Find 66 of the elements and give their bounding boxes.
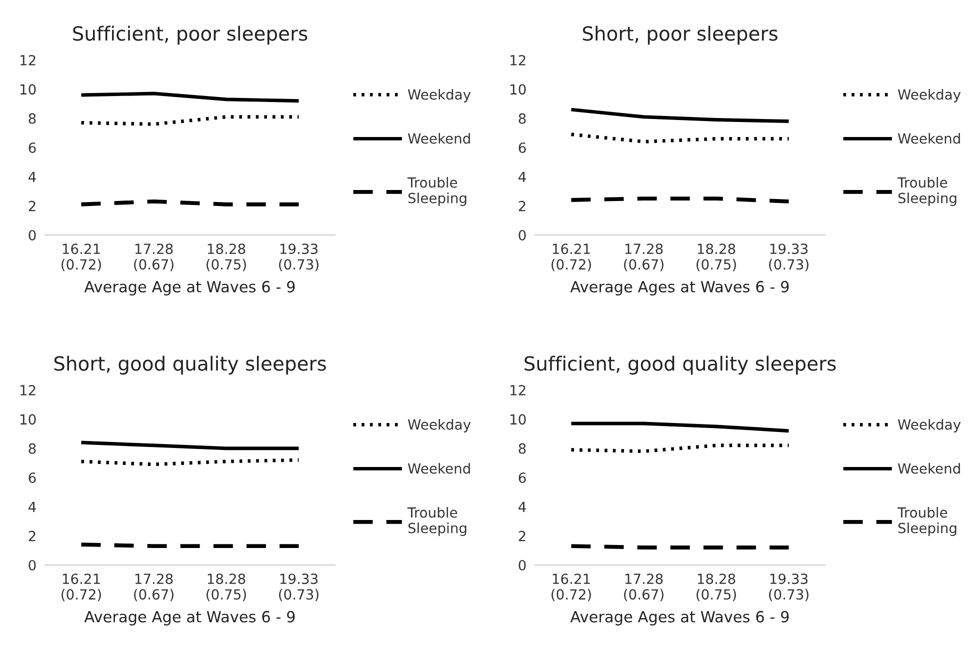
x-tick-label: 16.21 (0.72) <box>552 244 591 272</box>
legend-label: Weekday <box>898 89 961 102</box>
x-tick-label: 18.28 (0.75) <box>696 574 736 602</box>
y-tick-label: 10 <box>510 414 526 425</box>
x-tick-label: 17.28 (0.67) <box>134 574 174 602</box>
y-tick-label: 2 <box>518 200 526 212</box>
x-axis-title: Average Ages at Waves 6 - 9 <box>570 610 789 626</box>
y-tick-label: 12 <box>20 54 36 66</box>
x-axis-title: Average Ages at Waves 6 - 9 <box>570 280 789 296</box>
chart-title: Sufficient, good quality sleepers <box>524 356 836 375</box>
line-series <box>570 108 790 123</box>
legend-label: Weekend <box>408 133 470 144</box>
y-tick-label: 8 <box>518 443 526 454</box>
x-tick-label: 16.21 (0.72) <box>62 574 101 602</box>
y-tick-label: 6 <box>28 472 36 483</box>
chart-title: Sufficient, poor sleepers <box>73 26 308 45</box>
legend-label: Trouble Sleeping <box>897 177 956 206</box>
x-tick-label: 16.21 (0.72) <box>62 244 101 272</box>
legend-label: Weekday <box>898 419 961 432</box>
y-tick-label: 0 <box>28 230 36 240</box>
x-tick-label: 19.33 (0.73) <box>769 244 808 272</box>
legend-label: Weekend <box>408 463 470 474</box>
x-tick-label: 17.28 (0.67) <box>624 574 664 602</box>
y-tick-label: 8 <box>28 443 36 454</box>
legend-label: Weekend <box>898 133 960 144</box>
y-tick-label: 6 <box>518 142 526 153</box>
y-tick-label: 4 <box>28 172 36 182</box>
x-tick-label: 16.21 (0.72) <box>552 574 591 602</box>
line-series <box>80 92 300 103</box>
x-axis-title: Average Age at Waves 6 - 9 <box>84 280 295 296</box>
chart-title: Short, good quality sleepers <box>54 356 326 375</box>
chart-title: Short, poor sleepers <box>582 26 778 45</box>
y-tick-label: 12 <box>510 54 526 66</box>
x-tick-label: 18.28 (0.75) <box>206 244 246 272</box>
y-tick-label: 12 <box>510 384 526 396</box>
y-tick-label: 10 <box>20 414 36 425</box>
legend-label: Weekday <box>408 89 471 102</box>
legend-label: Trouble Sleeping <box>407 507 466 536</box>
legend-label: Weekday <box>408 419 471 432</box>
x-tick-label: 19.33 (0.73) <box>279 244 318 272</box>
y-tick-label: 10 <box>20 84 36 95</box>
y-tick-label: 2 <box>518 530 526 542</box>
x-axis-title: Average Age at Waves 6 - 9 <box>84 610 295 626</box>
y-tick-label: 4 <box>518 172 526 182</box>
y-tick-label: 2 <box>28 200 36 212</box>
y-tick-label: 12 <box>20 384 36 396</box>
y-tick-label: 4 <box>28 502 36 512</box>
x-tick-label: 18.28 (0.75) <box>206 574 246 602</box>
y-tick-label: 6 <box>28 142 36 153</box>
y-tick-label: 0 <box>28 560 36 570</box>
x-tick-label: 17.28 (0.67) <box>134 244 174 272</box>
legend-label: Trouble Sleeping <box>407 177 466 206</box>
legend-label: Trouble Sleeping <box>897 507 956 536</box>
y-tick-label: 8 <box>518 113 526 124</box>
y-tick-label: 0 <box>518 230 526 240</box>
x-tick-label: 19.33 (0.73) <box>769 574 808 602</box>
y-tick-label: 6 <box>518 472 526 483</box>
y-tick-label: 4 <box>518 502 526 512</box>
y-tick-label: 2 <box>28 530 36 542</box>
x-tick-label: 17.28 (0.67) <box>624 244 664 272</box>
y-tick-label: 8 <box>28 113 36 124</box>
y-tick-label: 10 <box>510 84 526 95</box>
x-tick-label: 19.33 (0.73) <box>279 574 318 602</box>
legend-label: Weekend <box>898 463 960 474</box>
x-tick-label: 18.28 (0.75) <box>696 244 736 272</box>
y-tick-label: 0 <box>518 560 526 570</box>
